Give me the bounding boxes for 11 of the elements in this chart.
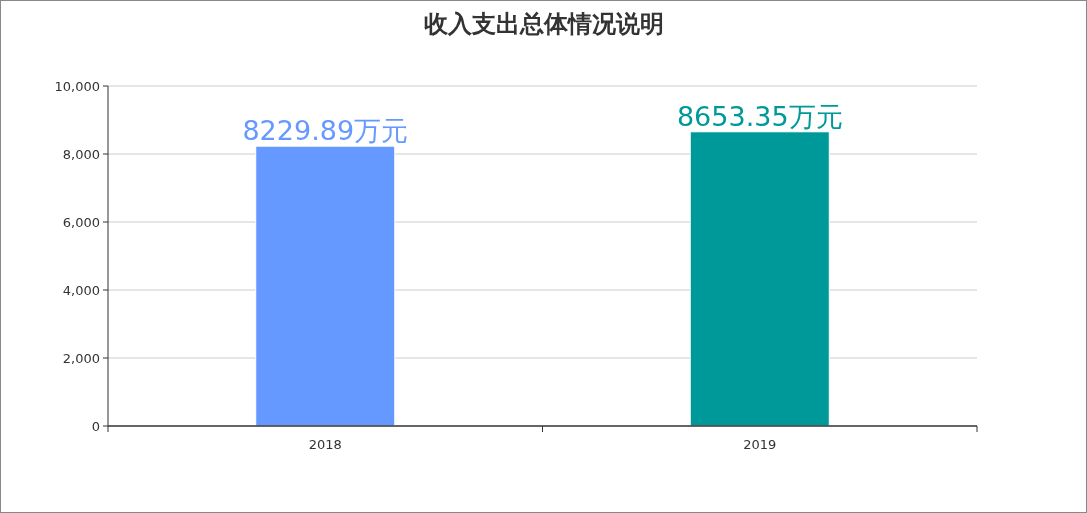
y-tick-label: 10,000 (54, 79, 100, 94)
chart-title: 收入支出总体情况说明 (423, 10, 664, 38)
y-tick-label: 0 (91, 419, 100, 434)
y-tick-label: 4,000 (62, 283, 100, 298)
y-tick-label: 2,000 (62, 351, 100, 366)
y-tick-label: 6,000 (62, 215, 100, 230)
x-tick-label: 2019 (743, 437, 777, 452)
x-tick-label: 2018 (308, 437, 342, 452)
y-tick-label: 8,000 (62, 147, 100, 162)
data-label: 8653.35万元 (676, 100, 843, 132)
data-label: 8229.89万元 (242, 115, 409, 147)
